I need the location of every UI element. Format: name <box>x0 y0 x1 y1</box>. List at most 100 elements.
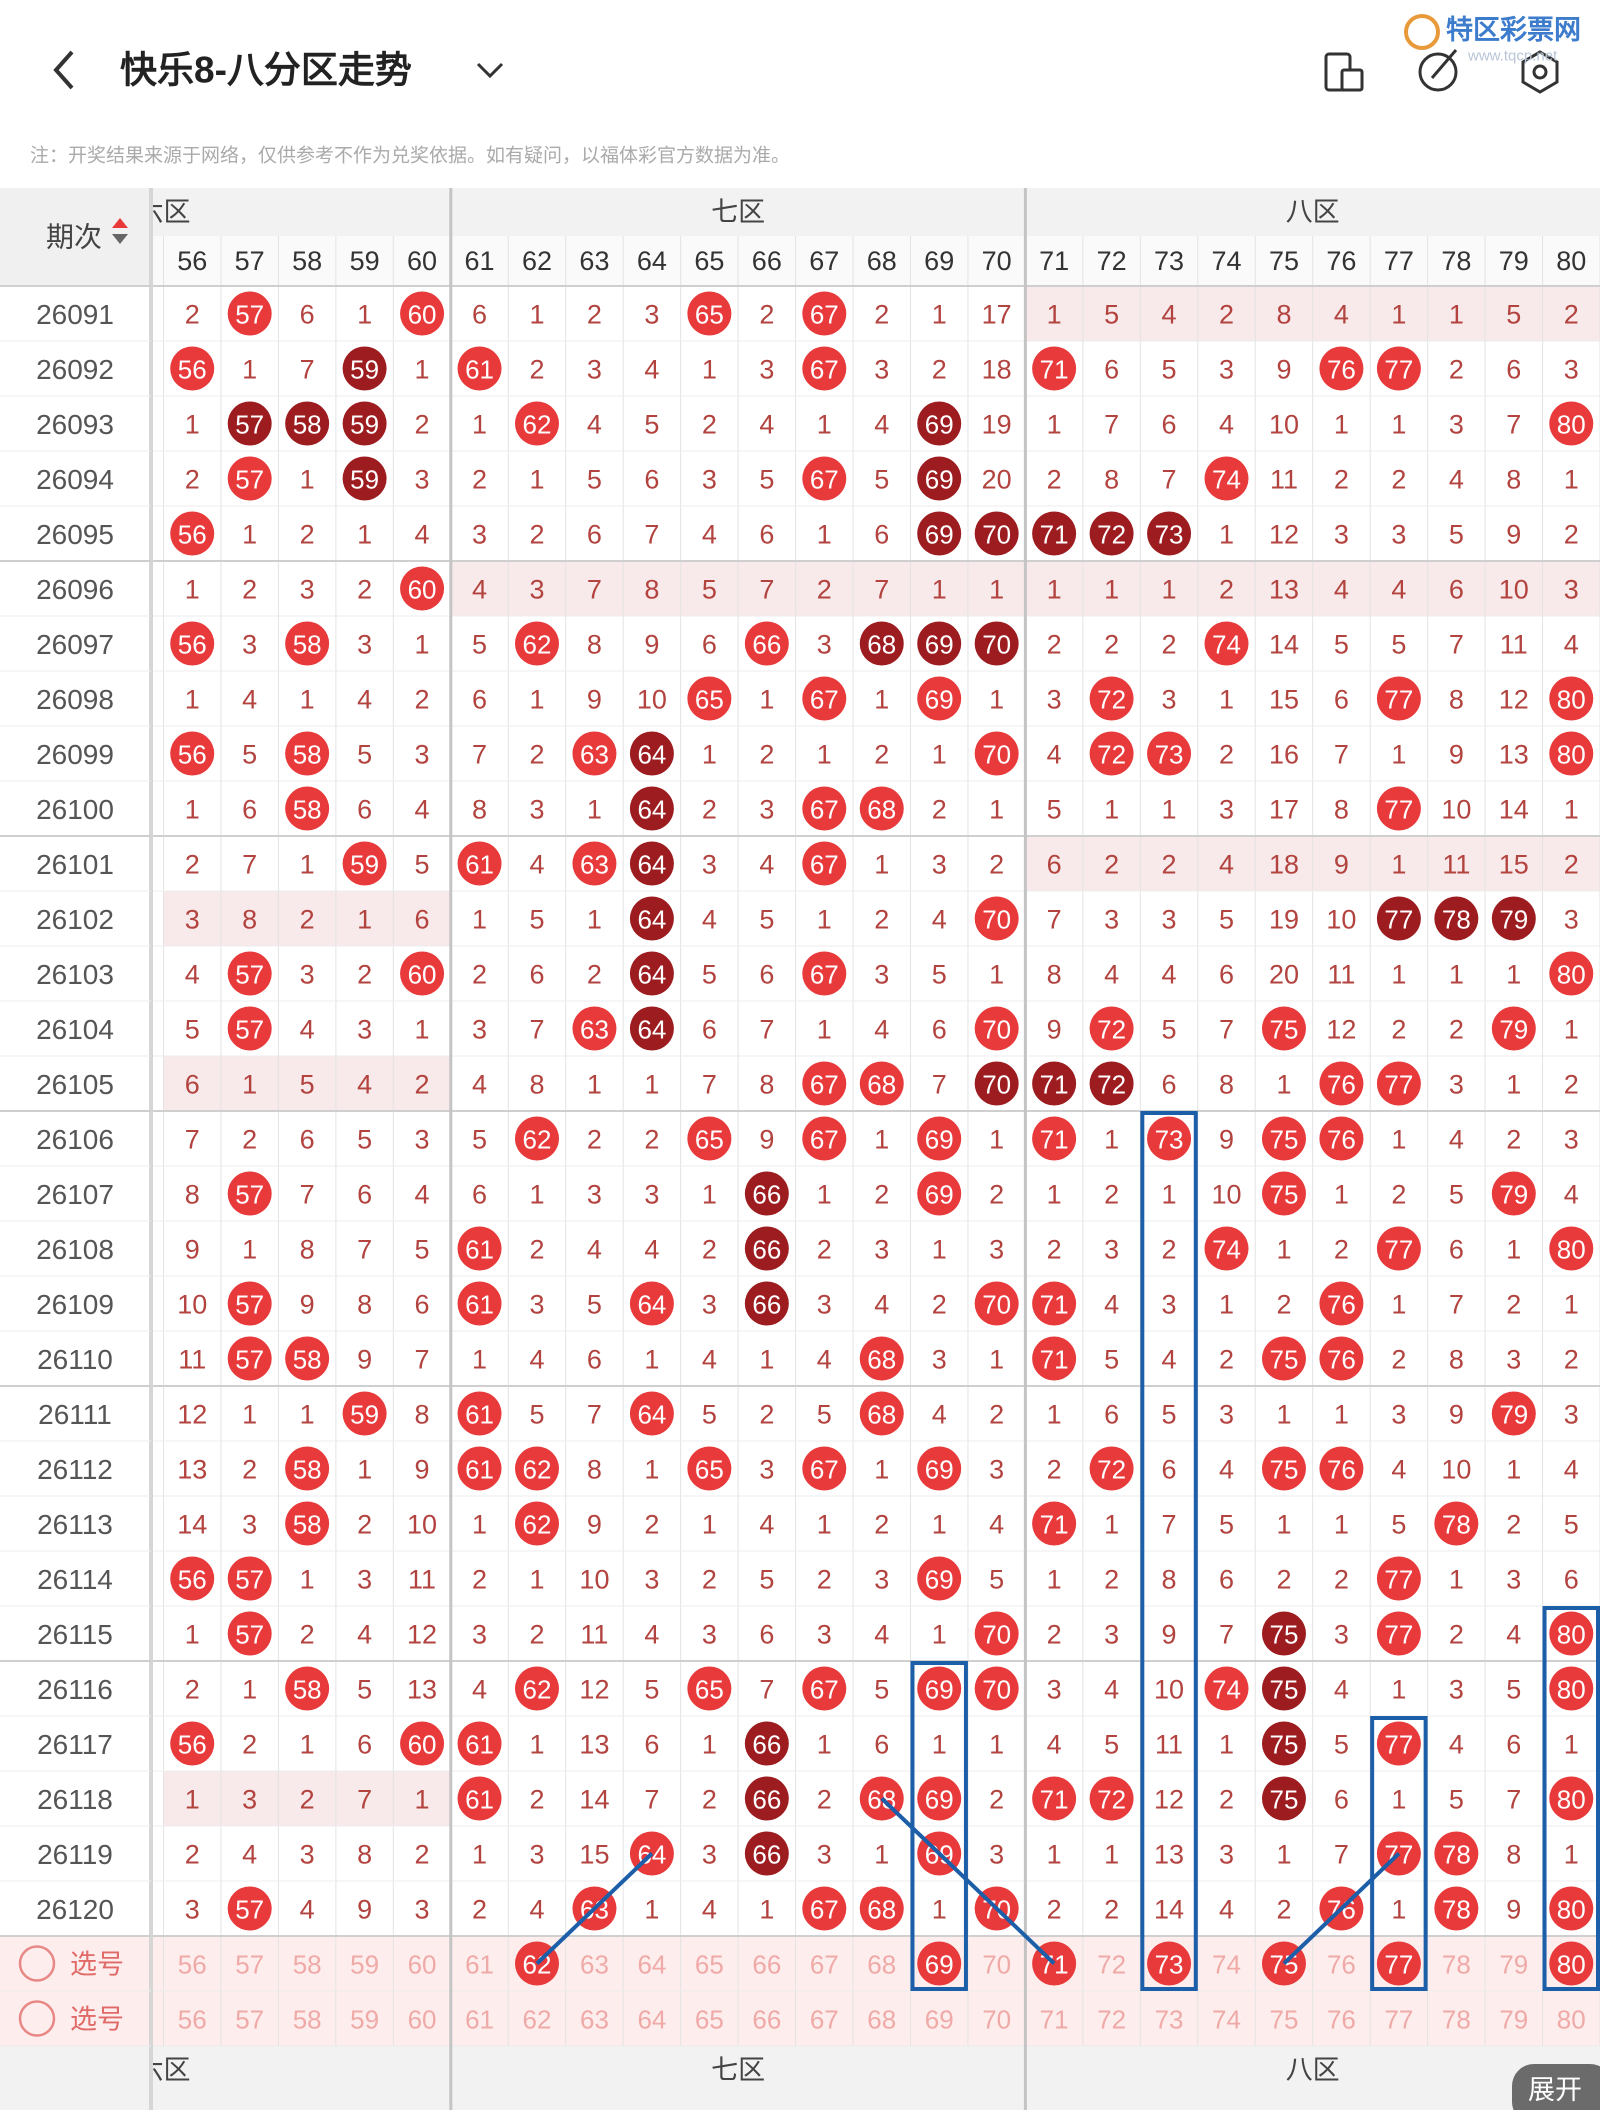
picked-ball[interactable] <box>1376 1941 1421 1986</box>
settings-icon[interactable] <box>1521 50 1559 94</box>
select-number[interactable]: 64 <box>637 2005 666 2035</box>
select-number[interactable]: 63 <box>580 1950 609 1980</box>
miss-count: 1 <box>1276 1840 1291 1870</box>
picked-number[interactable]: 77 <box>1384 1950 1413 1980</box>
miss-count: 2 <box>1219 740 1234 770</box>
select-number[interactable]: 67 <box>810 1950 839 1980</box>
select-number[interactable]: 68 <box>867 2005 896 2035</box>
select-number[interactable]: 80 <box>1557 2005 1586 2035</box>
miss-count: 3 <box>1564 1125 1579 1155</box>
miss-count: 1 <box>1564 1730 1579 1760</box>
hit-ball <box>1089 1061 1134 1106</box>
hit-ball <box>1549 1666 1594 1711</box>
select-number[interactable]: 59 <box>350 2005 379 2035</box>
select-checkbox[interactable] <box>18 1945 56 1982</box>
sort-down[interactable] <box>112 234 128 244</box>
miss-count: 3 <box>1334 520 1349 550</box>
hit-ball <box>802 346 847 391</box>
miss-count: 2 <box>874 300 889 330</box>
select-number[interactable]: 73 <box>1155 2005 1184 2035</box>
select-number[interactable]: 74 <box>1212 1950 1241 1980</box>
picked-number[interactable]: 69 <box>925 1950 954 1980</box>
miss-count: 4 <box>300 1895 315 1925</box>
picked-ball[interactable] <box>917 1941 962 1986</box>
hit-ball <box>687 291 732 336</box>
select-number[interactable]: 59 <box>350 1950 379 1980</box>
select-number[interactable]: 72 <box>1097 1950 1126 1980</box>
select-number[interactable]: 78 <box>1442 1950 1471 1980</box>
select-number[interactable]: 75 <box>1270 2005 1299 2035</box>
dropdown-toggle[interactable] <box>476 62 504 79</box>
select-number[interactable]: 70 <box>982 2005 1011 2035</box>
miss-count: 3 <box>242 630 257 660</box>
select-checkbox[interactable] <box>18 2000 56 2037</box>
select-number[interactable]: 60 <box>408 2005 437 2035</box>
hit-ball <box>802 841 847 886</box>
miss-count: 5 <box>1162 1015 1177 1045</box>
select-number[interactable]: 76 <box>1327 2005 1356 2035</box>
hit-ball <box>227 291 272 336</box>
column-number: 57 <box>235 246 265 276</box>
select-number[interactable]: 57 <box>235 1950 264 1980</box>
miss-count: 6 <box>1449 1235 1464 1265</box>
hit-ball <box>974 1281 1019 1326</box>
select-number[interactable]: 68 <box>867 1950 896 1980</box>
select-number[interactable]: 67 <box>810 2005 839 2035</box>
select-number[interactable]: 77 <box>1384 2005 1413 2035</box>
miss-count: 3 <box>1047 685 1062 715</box>
select-number[interactable]: 76 <box>1327 1950 1356 1980</box>
edit-icon[interactable] <box>1418 49 1458 92</box>
select-number[interactable]: 58 <box>293 2005 322 2035</box>
issue-number: 26119 <box>37 1839 113 1870</box>
miss-count: 1 <box>1104 1510 1119 1540</box>
select-number[interactable]: 62 <box>523 2005 552 2035</box>
miss-count: 2 <box>1104 1895 1119 1925</box>
select-number[interactable]: 78 <box>1442 2005 1471 2035</box>
select-number[interactable]: 60 <box>408 1950 437 1980</box>
picked-number[interactable]: 73 <box>1155 1950 1184 1980</box>
picked-number[interactable]: 80 <box>1557 1950 1586 1980</box>
miss-count: 4 <box>587 1235 602 1265</box>
issue-number: 26110 <box>37 1344 113 1375</box>
back-button[interactable] <box>53 50 74 90</box>
hit-ball <box>1376 1226 1421 1271</box>
miss-count: 1 <box>300 685 315 715</box>
miss-count: 13 <box>1499 740 1529 770</box>
hit-number: 69 <box>925 1565 954 1595</box>
select-number[interactable]: 61 <box>465 2005 494 2035</box>
select-number[interactable]: 74 <box>1212 2005 1241 2035</box>
hit-ball <box>1261 1116 1306 1161</box>
select-number[interactable]: 65 <box>695 2005 724 2035</box>
select-number[interactable]: 65 <box>695 1950 724 1980</box>
select-number[interactable]: 61 <box>465 1950 494 1980</box>
hit-number: 68 <box>867 795 896 825</box>
select-number[interactable]: 69 <box>925 2005 954 2035</box>
miss-count: 5 <box>1104 1730 1119 1760</box>
select-number[interactable]: 63 <box>580 2005 609 2035</box>
picked-ball[interactable] <box>1147 1941 1192 1986</box>
select-number[interactable]: 70 <box>982 1950 1011 1980</box>
expand-button[interactable] <box>1512 2064 1600 2110</box>
miss-count: 3 <box>1047 1675 1062 1705</box>
miss-count: 11 <box>1500 630 1528 660</box>
select-number[interactable]: 79 <box>1499 1950 1528 1980</box>
hit-ball <box>1549 951 1594 996</box>
miss-count: 4 <box>932 1400 947 1430</box>
select-number[interactable]: 71 <box>1040 2005 1069 2035</box>
miss-count: 1 <box>702 1180 717 1210</box>
layout-icon[interactable] <box>1324 52 1364 92</box>
hit-number: 68 <box>867 1400 896 1430</box>
sort-up[interactable] <box>112 218 128 228</box>
select-number[interactable]: 64 <box>637 1950 666 1980</box>
hit-ball <box>1147 1116 1192 1161</box>
select-number[interactable]: 72 <box>1097 2005 1126 2035</box>
select-number[interactable]: 56 <box>178 2005 207 2035</box>
select-number[interactable]: 58 <box>293 1950 322 1980</box>
picked-ball[interactable] <box>1549 1941 1594 1986</box>
select-number[interactable]: 56 <box>178 1950 207 1980</box>
select-number[interactable]: 66 <box>752 2005 781 2035</box>
select-number[interactable]: 79 <box>1499 2005 1528 2035</box>
select-number[interactable]: 66 <box>752 1950 781 1980</box>
select-number[interactable]: 57 <box>235 2005 264 2035</box>
expand-label[interactable]: 展开 <box>1528 2075 1582 2105</box>
